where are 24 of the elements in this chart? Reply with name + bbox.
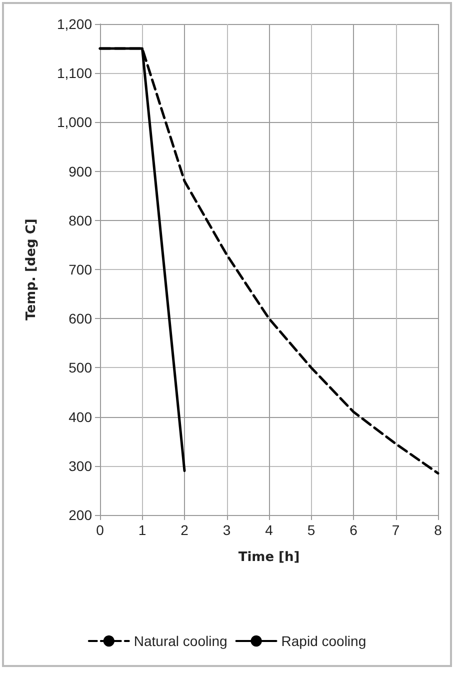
x-axis-title: Time [h]	[238, 550, 300, 565]
y-tick-label: 200	[68, 507, 92, 523]
x-tick-label: 6	[350, 522, 358, 538]
y-tick-label: 800	[68, 212, 92, 228]
y-tick-label: 600	[68, 310, 92, 327]
legend-label: Natural cooling	[134, 633, 228, 649]
y-tick-label: 500	[68, 360, 92, 376]
y-tick-label: 1,200	[56, 16, 92, 32]
y-tick-label: 1,000	[56, 114, 92, 130]
y-tick-label: 400	[68, 408, 92, 425]
x-tick-label: 2	[180, 522, 189, 538]
y-tick-label: 700	[68, 262, 92, 278]
x-tick-label: 7	[392, 522, 400, 538]
x-tick-label: 5	[307, 522, 316, 538]
x-tick-label: 3	[222, 522, 231, 538]
x-tick-label: 1	[138, 522, 146, 538]
legend-label: Rapid cooling	[281, 633, 366, 649]
x-tick-label: 0	[96, 522, 104, 538]
y-tick-label: 1,100	[56, 65, 92, 82]
x-tick-label: 4	[265, 522, 274, 538]
y-tick-label: 300	[68, 458, 92, 474]
y-tick-label: 900	[68, 163, 92, 180]
x-tick-label: 8	[434, 522, 442, 538]
y-axis-title: Temp. [deg C]	[24, 218, 39, 320]
